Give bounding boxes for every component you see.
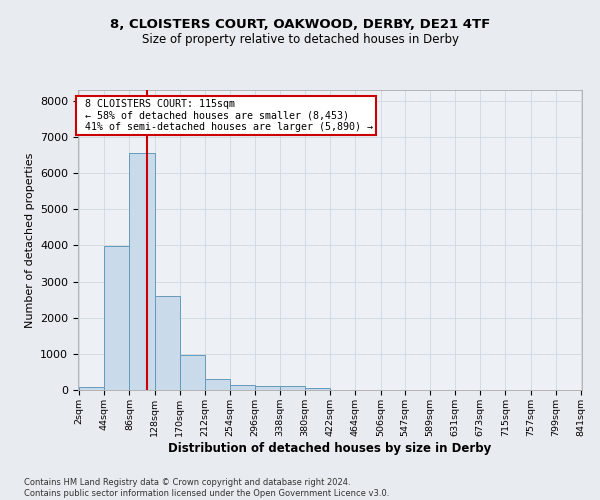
X-axis label: Distribution of detached houses by size in Derby: Distribution of detached houses by size … [169, 442, 491, 454]
Text: 8, CLOISTERS COURT, OAKWOOD, DERBY, DE21 4TF: 8, CLOISTERS COURT, OAKWOOD, DERBY, DE21… [110, 18, 490, 30]
Bar [230, 386, 255, 390]
Bar [104, 246, 130, 390]
Bar [179, 356, 205, 390]
Text: Contains HM Land Registry data © Crown copyright and database right 2024.
Contai: Contains HM Land Registry data © Crown c… [24, 478, 389, 498]
Bar [305, 388, 330, 390]
Text: 8 CLOISTERS COURT: 115sqm
 ← 58% of detached houses are smaller (8,453)
 41% of : 8 CLOISTERS COURT: 115sqm ← 58% of detac… [79, 99, 373, 132]
Bar [255, 386, 280, 390]
Bar [205, 379, 230, 390]
Bar [155, 296, 179, 390]
Bar [79, 387, 104, 390]
Y-axis label: Number of detached properties: Number of detached properties [25, 152, 35, 328]
Text: Size of property relative to detached houses in Derby: Size of property relative to detached ho… [142, 32, 458, 46]
Bar [130, 154, 155, 390]
Bar [280, 386, 305, 390]
